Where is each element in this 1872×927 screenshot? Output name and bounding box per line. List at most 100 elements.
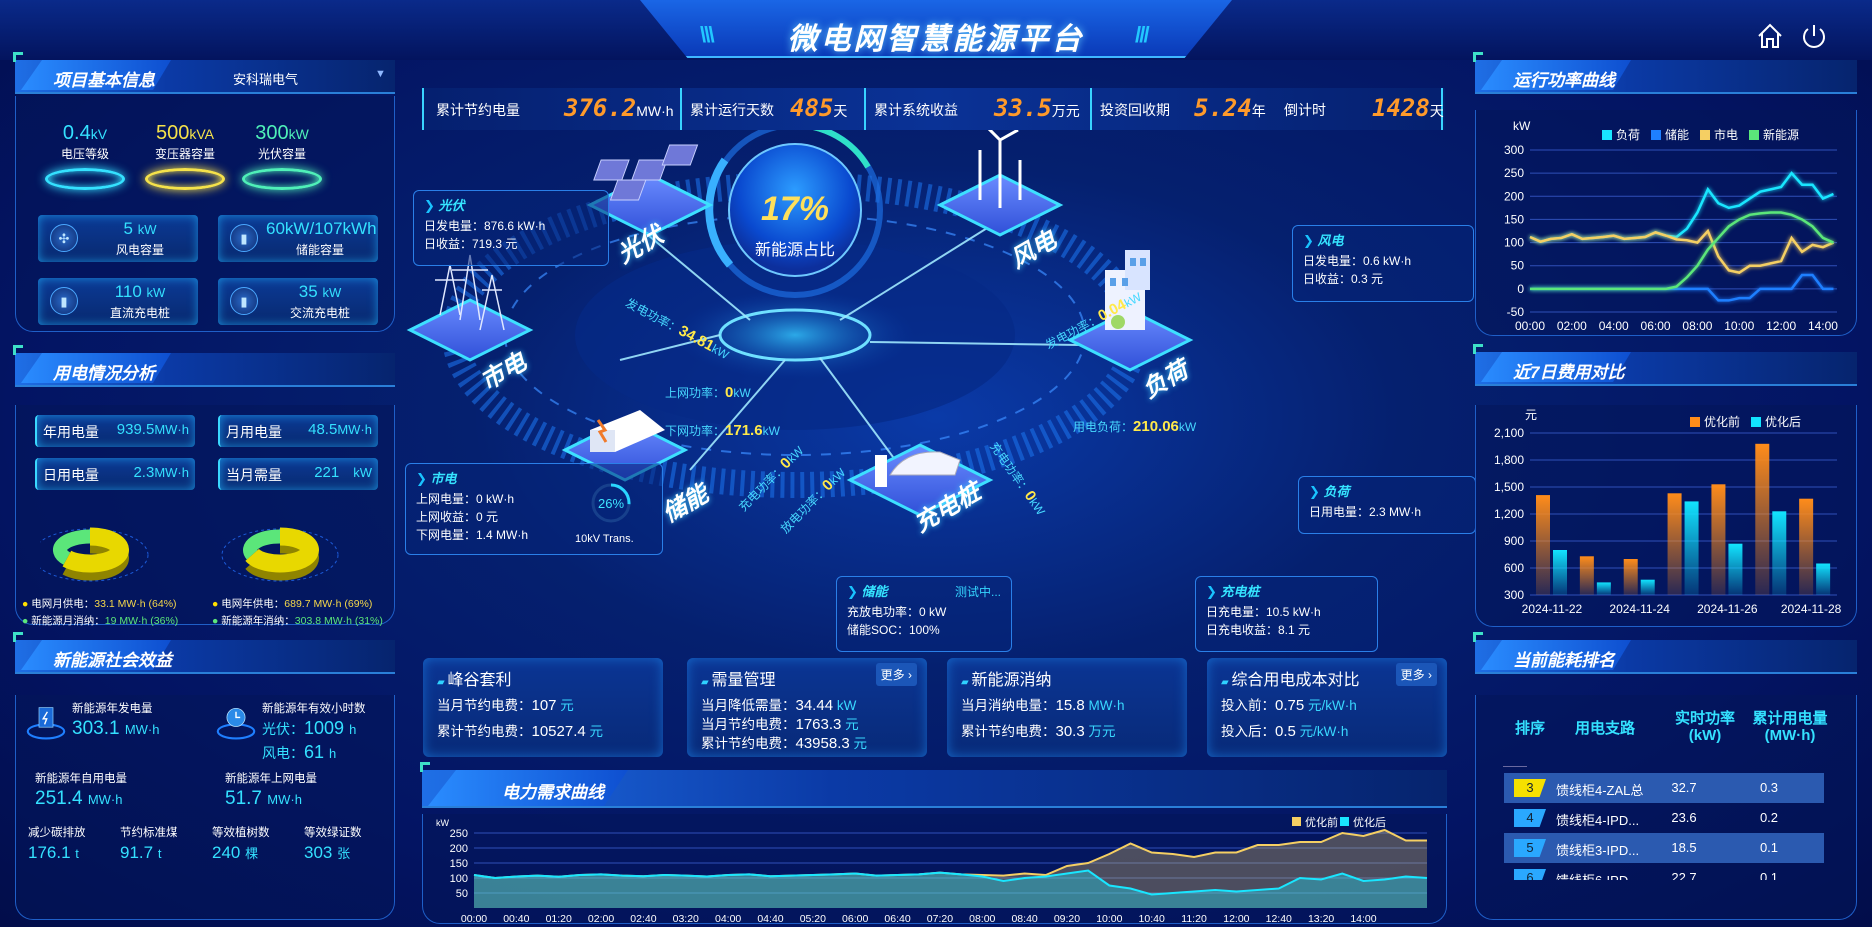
- usage-stat-label: 当月需量: [226, 467, 282, 483]
- home-icon[interactable]: [1756, 22, 1784, 50]
- divider: [1503, 766, 1527, 767]
- capacity-card: ✣ 5 kW 风电容量: [38, 215, 198, 262]
- usage-header: 用电情况分析: [13, 345, 395, 387]
- y-axis-unit: kW: [1513, 119, 1531, 133]
- social-benefit-item: 新能源年有效小时数 光伏：1009 h 风电：61 h: [262, 703, 366, 762]
- bar-优化后-2024-11-27: [1772, 511, 1787, 595]
- month-legend: ● 电网月供电：33.1 MW·h (64%) ● 新能源月消纳：19 MW·h…: [22, 598, 179, 627]
- x-tick-label: 11:20: [1181, 913, 1207, 925]
- kpi-bar: 累计节约电量 376.2MW·h 累计运行天数 485天 累计系统收益 33.5万元 …: [422, 88, 1445, 130]
- wind-turbine-icon: ✣: [50, 224, 78, 252]
- new-energy-ratio: 17%: [760, 190, 830, 228]
- summary-card: 综合用电成本对比 更多 › 投入前：0.75 元/kW·h 投入后：0.5 元/kW·…: [1207, 658, 1447, 757]
- x-tick-label: 10:00: [1096, 913, 1122, 925]
- capacity-value: 110 kW: [114, 282, 166, 301]
- y-tick-label: 150: [1504, 212, 1524, 226]
- legend-swatch: [1651, 130, 1661, 140]
- card-row: 当月消纳电量：15.8 MW·h: [961, 697, 1125, 714]
- rank-badge: 5: [1514, 839, 1546, 857]
- bar-优化后-2024-11-23: [1596, 582, 1611, 595]
- ranking-row[interactable]: 6 馈线柜6-IPD 22.7 0.1: [1504, 863, 1824, 880]
- charger-icon: ▮: [50, 287, 78, 315]
- usage-stat: 月用电量 48.5MW·h: [218, 415, 378, 447]
- usage-stat-value: 221 kW: [314, 464, 372, 481]
- social-benefit-item: 减少碳排放 176.1 t: [28, 827, 86, 862]
- ranking-col-header: 用电支路: [1575, 720, 1636, 737]
- usage-stat-label: 日用电量: [43, 467, 99, 483]
- card-row: 累计节约电费：10527.4 元: [437, 723, 603, 740]
- y-tick-label: 300: [1504, 143, 1524, 157]
- ranking-row[interactable]: 3 馈线柜4-ZAL总 32.7 0.3: [1504, 773, 1824, 803]
- x-tick-label: 08:40: [1011, 913, 1037, 925]
- y-tick-label: -50: [1507, 305, 1525, 319]
- pedestal-label: 变压器容量: [154, 147, 215, 161]
- rank-badge: 3: [1514, 779, 1546, 797]
- legend-swatch: [1690, 417, 1700, 427]
- x-tick-label: 08:00: [969, 913, 995, 925]
- bar-优化前-2024-11-24: [1623, 559, 1638, 595]
- legend-swatch: [1340, 817, 1349, 826]
- y-tick-label: 50: [1511, 259, 1525, 273]
- branch-name: 馈线柜6-IPD: [1556, 870, 1628, 880]
- load-node: [1066, 250, 1194, 372]
- y-tick-label: 1,200: [1494, 507, 1524, 521]
- power-icon[interactable]: [1800, 22, 1828, 50]
- pedestal-value: 500kVA: [155, 122, 214, 144]
- cost-chart: 元 300 600 900 1,200 1,500 1,800 2,100 2024-11-22…: [1494, 408, 1842, 616]
- x-tick-label: 01:20: [546, 913, 572, 925]
- branch-name: 馈线柜3-IPD...: [1556, 843, 1640, 858]
- usage-stat: 当月需量 221 kW: [218, 458, 378, 490]
- capacity-label: 交流充电桩: [289, 306, 350, 320]
- page-title: 微电网智慧能源平台: [787, 23, 1085, 56]
- x-tick-label: 06:00: [842, 913, 868, 925]
- company-select[interactable]: 安科瑞电气: [233, 72, 299, 87]
- series-line-新能源: [1530, 211, 1834, 291]
- legend-label: 新能源: [1763, 127, 1799, 142]
- branch-energy: 0.1: [1759, 870, 1779, 880]
- legend-swatch: [1292, 817, 1301, 826]
- x-tick-label: 02:40: [630, 913, 656, 925]
- branch-power: 32.7: [1671, 780, 1697, 795]
- usage-stat-label: 月用电量: [226, 424, 282, 440]
- chevron-down-icon[interactable]: ▼: [375, 68, 386, 80]
- kpi-saved-energy: 累计节约电量 376.2MW·h: [422, 88, 680, 130]
- demand-panel: [422, 814, 1447, 924]
- legend-label: 优化后: [1765, 415, 1801, 429]
- ratio-sphere: [728, 143, 862, 277]
- ranking-col-header: 累计用电量 (MW·h): [1752, 710, 1828, 744]
- capacity-label: 储能容量: [295, 243, 344, 257]
- load-flow: 用电负荷：210.06kW: [1073, 418, 1197, 435]
- card-row: 投入后：0.5 元/kW·h: [1221, 723, 1349, 740]
- series-line-优化后: [473, 869, 1428, 896]
- panel-title: 用电情况分析: [53, 364, 155, 383]
- demand-header: 电力需求曲线: [420, 762, 1447, 808]
- usage-stat-label: 年用电量: [43, 424, 99, 440]
- panel-title: 当前能耗排名: [1513, 651, 1615, 670]
- clock-icon: [216, 707, 256, 740]
- more-button[interactable]: 更多 ›: [1395, 663, 1437, 686]
- countdown-value: 1428天: [1372, 94, 1444, 122]
- x-tick-label: 12:00: [1223, 913, 1249, 925]
- cost-header: 近7日费用对比: [1473, 344, 1857, 386]
- legend-swatch: [1749, 130, 1759, 140]
- pedestal-0: 0.4kV 电压等级: [35, 122, 135, 190]
- branch-power: 18.5: [1671, 840, 1697, 855]
- branch-power: 22.7: [1671, 870, 1697, 880]
- kpi-payback: 投资回收期 5.24年 倒计时 1428天: [1090, 88, 1444, 130]
- more-button[interactable]: 更多 ›: [875, 663, 917, 686]
- capacity-value: 60kW/107kWh: [266, 219, 377, 238]
- card-row: 当月降低需量：34.44 kW: [701, 697, 857, 714]
- project-info-header: 项目基本信息 安科瑞电气 ▼: [13, 52, 395, 94]
- legend-label: 优化前: [1704, 414, 1740, 429]
- ranking-row[interactable]: 4 馈线柜4-IPD... 23.6 0.2: [1504, 803, 1824, 833]
- demand-chart: kW 50 100 150 200 250 00:00 00:40 01:20 02:00 02:4…: [436, 815, 1428, 925]
- x-tick-label: 02:00: [588, 913, 614, 925]
- y-tick-label: 50: [456, 888, 468, 900]
- ranking-row[interactable]: 5 馈线柜3-IPD... 18.5 0.1: [1504, 833, 1824, 863]
- energy-generation-icon: [26, 707, 66, 740]
- social-benefit-item: 等效植树数 240 棵: [212, 827, 270, 862]
- x-tick-label: 04:40: [757, 913, 783, 925]
- capacity-card: ▮ 35 kW 交流充电桩: [218, 278, 378, 325]
